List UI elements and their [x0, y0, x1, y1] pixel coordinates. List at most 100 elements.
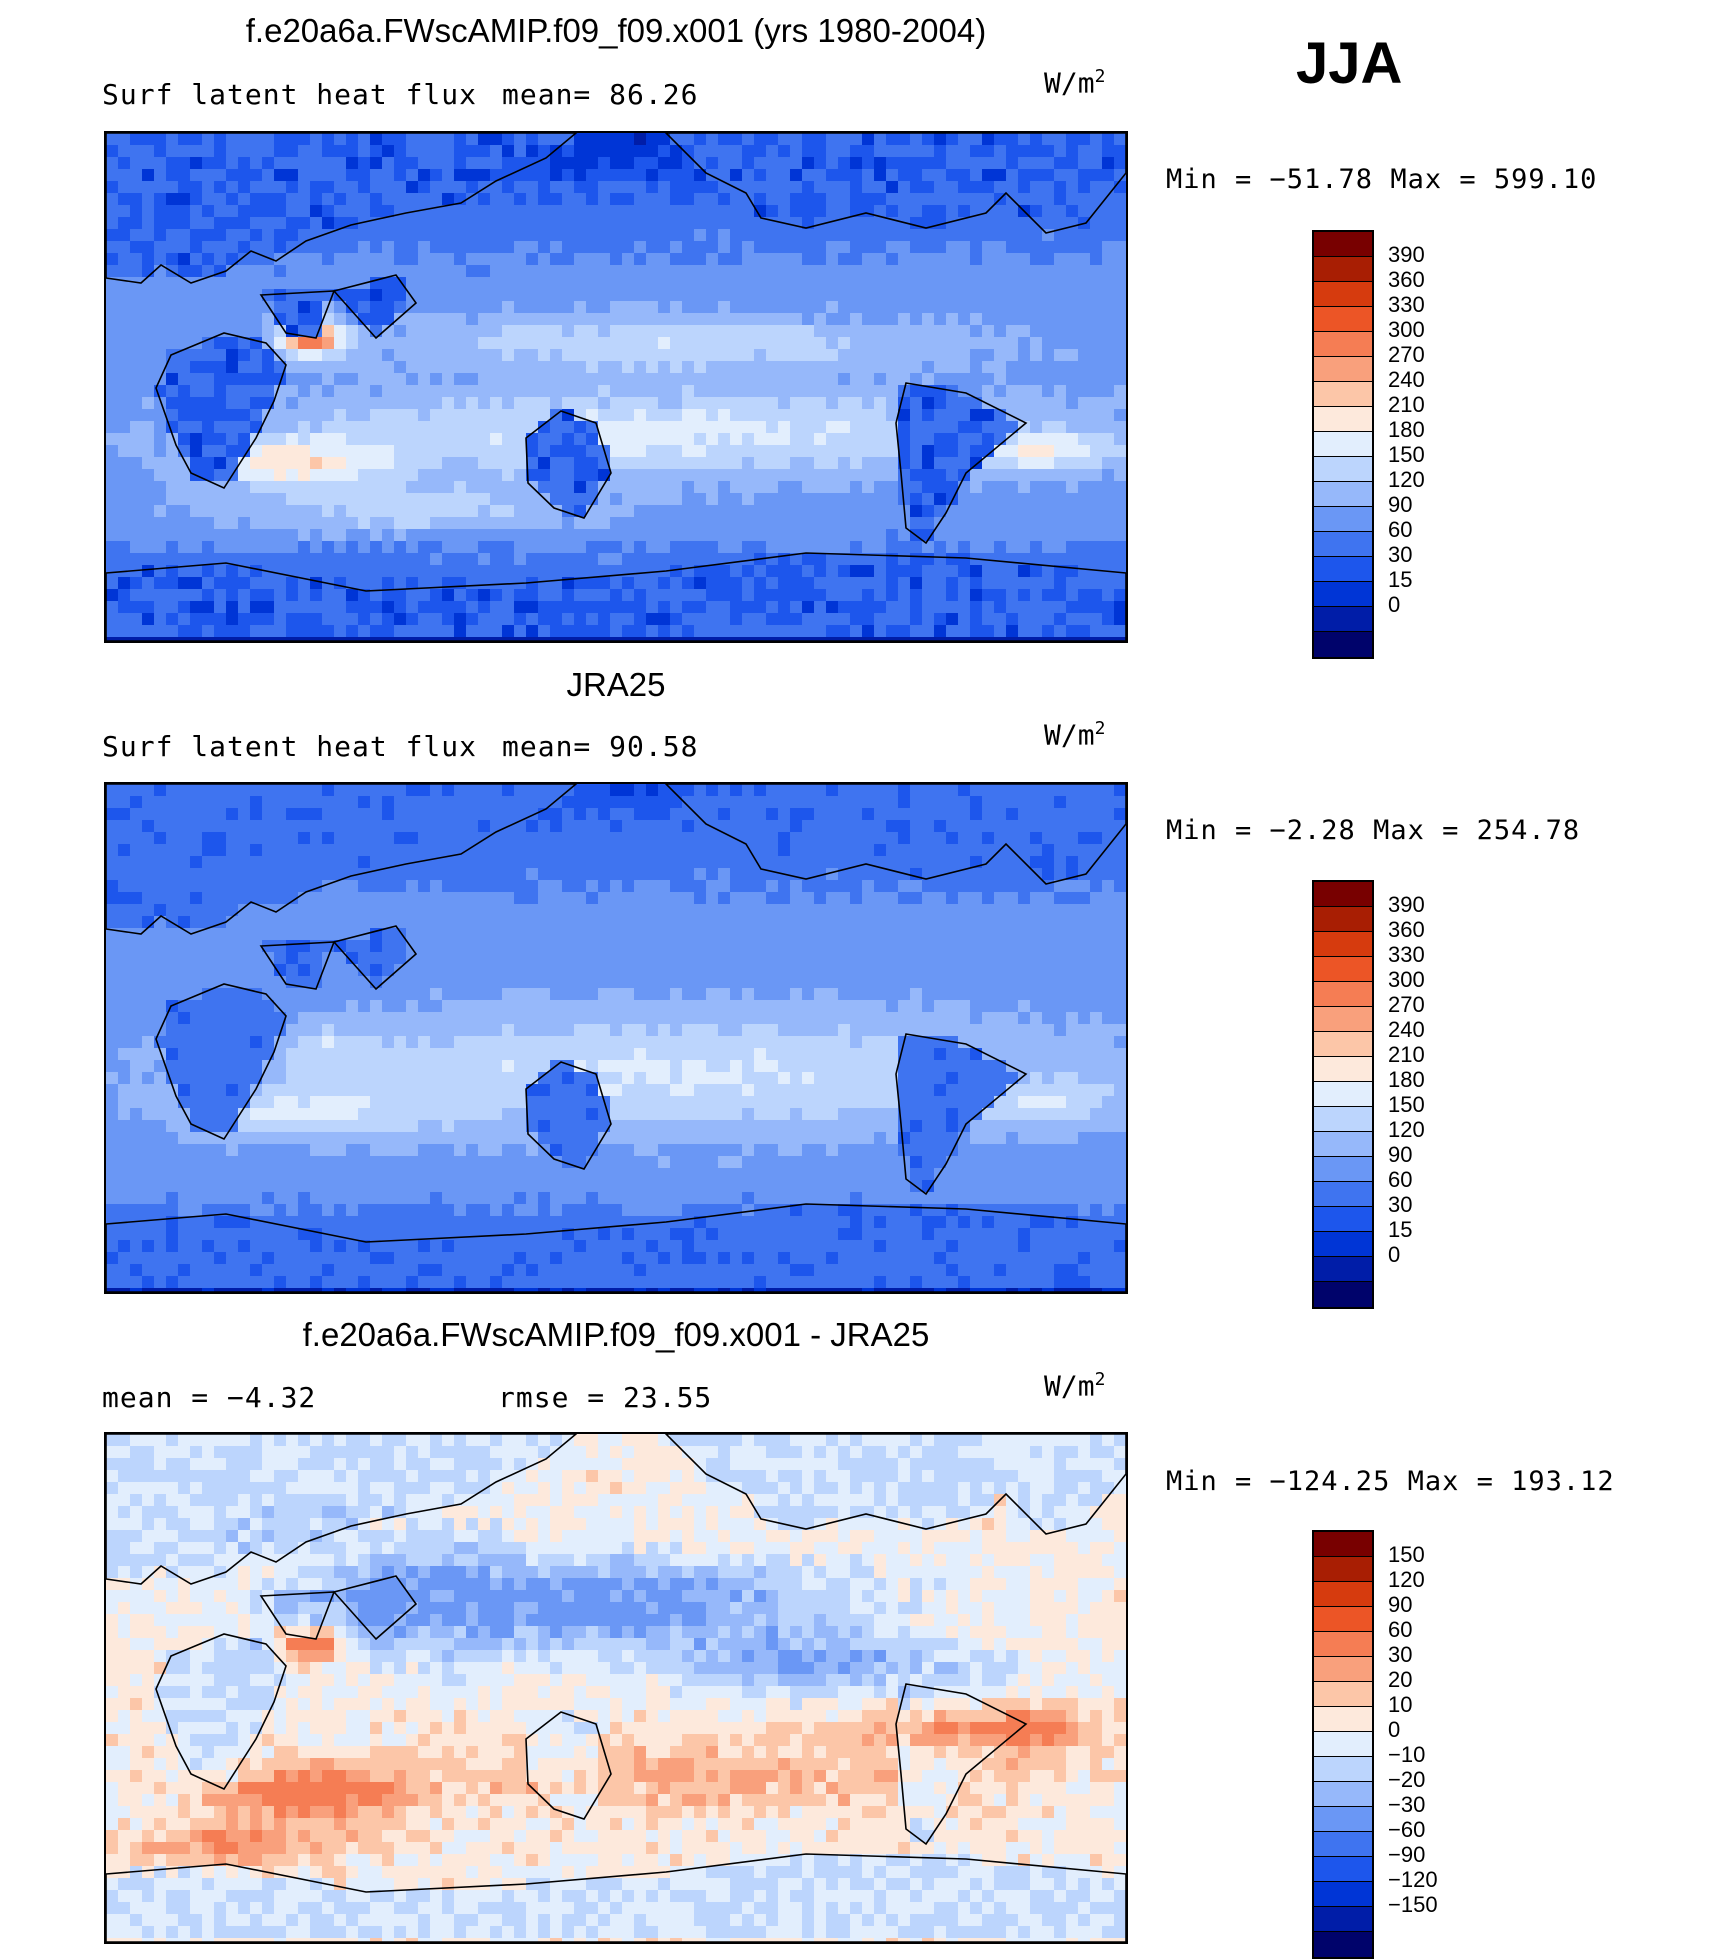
heatmap-cell [1114, 880, 1126, 893]
heatmap-cell [442, 517, 455, 530]
heatmap-cell [574, 265, 587, 278]
heatmap-cell [370, 601, 383, 614]
heatmap-cell [106, 349, 119, 362]
heatmap-cell [1078, 481, 1091, 494]
heatmap-cell [322, 856, 335, 869]
heatmap-cell [574, 217, 587, 230]
heatmap-cell [706, 289, 719, 302]
heatmap-cell [1114, 313, 1126, 326]
heatmap-cell [190, 445, 203, 458]
heatmap-cell [970, 880, 983, 893]
heatmap-cell [418, 265, 431, 278]
heatmap-cell [202, 589, 215, 602]
heatmap-cell [514, 517, 527, 530]
heatmap-cell [490, 880, 503, 893]
heatmap-cell [1114, 277, 1126, 290]
heatmap-cell [754, 784, 767, 797]
heatmap-cell [646, 784, 659, 797]
heatmap-cell [634, 145, 647, 158]
heatmap-cell [178, 784, 191, 797]
heatmap-cell [562, 820, 575, 833]
heatmap-cell [1066, 289, 1079, 302]
heatmap-cell [358, 565, 371, 578]
heatmap-cell [934, 577, 947, 590]
heatmap-cell [1042, 541, 1055, 554]
heatmap-cell [490, 217, 503, 230]
heatmap-cell [622, 601, 635, 614]
heatmap-cell [598, 856, 611, 869]
heatmap-cell [262, 133, 275, 146]
heatmap-cell [178, 385, 191, 398]
heatmap-cell [790, 457, 803, 470]
heatmap-cell [766, 385, 779, 398]
heatmap-cell [946, 433, 959, 446]
heatmap-cell [514, 205, 527, 218]
heatmap-cell [766, 541, 779, 554]
heatmap-cell [1114, 517, 1126, 530]
heatmap-cell [658, 529, 671, 542]
heatmap-cell [814, 169, 827, 182]
heatmap-cell [310, 493, 323, 506]
heatmap-cell [130, 625, 143, 638]
heatmap-cell [742, 565, 755, 578]
heatmap-cell [634, 880, 647, 893]
heatmap-cell [454, 289, 467, 302]
heatmap-cell [754, 157, 767, 170]
heatmap-cell [466, 373, 479, 386]
heatmap-cell [358, 493, 371, 506]
heatmap-cell [286, 217, 299, 230]
heatmap-cell [1006, 505, 1019, 518]
heatmap-cell [958, 505, 971, 518]
heatmap-cell [682, 193, 695, 206]
heatmap-cell [514, 589, 527, 602]
heatmap-cell [214, 577, 227, 590]
heatmap-cell [682, 613, 695, 626]
heatmap-cell [202, 796, 215, 809]
heatmap-cell [634, 916, 647, 929]
heatmap-cell [766, 469, 779, 482]
heatmap-cell [490, 385, 503, 398]
heatmap-cell [934, 784, 947, 797]
heatmap-cell [406, 916, 419, 929]
heatmap-cell [226, 493, 239, 506]
heatmap-cell [1102, 529, 1115, 542]
heatmap-cell [274, 796, 287, 809]
heatmap-cell [670, 373, 683, 386]
heatmap-cell [490, 145, 503, 158]
heatmap-cell [790, 952, 803, 965]
heatmap-cell [886, 928, 899, 941]
heatmap-cell [262, 469, 275, 482]
heatmap-cell [262, 169, 275, 182]
heatmap-cell [250, 265, 263, 278]
heatmap-cell [514, 445, 527, 458]
heatmap-cell [478, 145, 491, 158]
heatmap-cell [334, 832, 347, 845]
heatmap-cell [1090, 241, 1103, 254]
heatmap-cell [442, 445, 455, 458]
heatmap-cell [202, 964, 215, 977]
heatmap-cell [466, 565, 479, 578]
heatmap-cell [226, 241, 239, 254]
heatmap-cell [106, 373, 119, 386]
heatmap-cell [694, 217, 707, 230]
heatmap-cell [1018, 832, 1031, 845]
heatmap-cell [862, 904, 875, 917]
heatmap-cell [958, 373, 971, 386]
heatmap-cell [274, 832, 287, 845]
heatmap-cell [466, 469, 479, 482]
heatmap-cell [286, 289, 299, 302]
heatmap-cell [1030, 517, 1043, 530]
heatmap-cell [1078, 529, 1091, 542]
heatmap-cell [394, 601, 407, 614]
heatmap-cell [742, 916, 755, 929]
heatmap-cell [958, 337, 971, 350]
heatmap-cell [826, 445, 839, 458]
heatmap-cell [634, 808, 647, 821]
heatmap-cell [574, 397, 587, 410]
heatmap-cell [862, 337, 875, 350]
heatmap-cell [922, 277, 935, 290]
heatmap-cell [430, 529, 443, 542]
heatmap-cell [202, 820, 215, 833]
heatmap-cell [334, 145, 347, 158]
heatmap-cell [886, 904, 899, 917]
